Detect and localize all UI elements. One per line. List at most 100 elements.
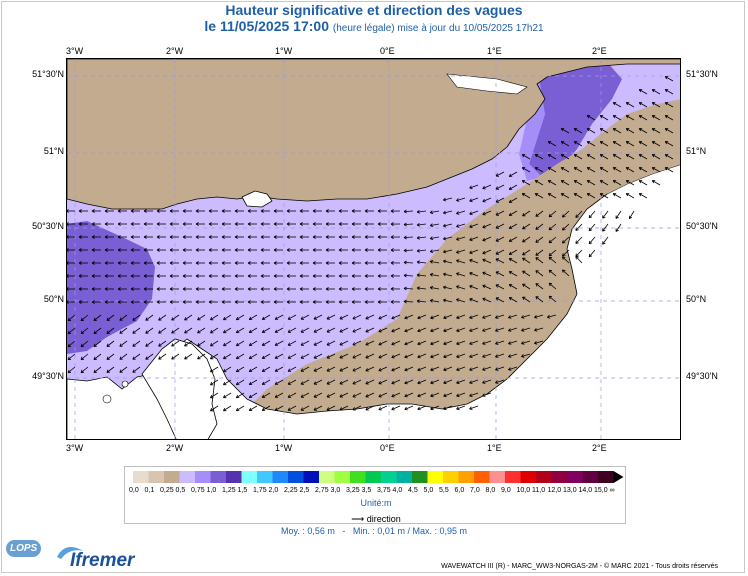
direction-arrow — [417, 392, 427, 397]
direction-arrowhead — [588, 253, 593, 258]
direction-arrowhead — [208, 287, 212, 291]
direction-arrow — [613, 128, 622, 134]
direction-arrowhead — [456, 285, 460, 289]
direction-arrowhead — [248, 407, 253, 411]
direction-arrow — [443, 223, 453, 227]
direction-arrowhead — [521, 167, 526, 171]
direction-arrowhead — [521, 193, 526, 197]
direction-arrowhead — [313, 381, 318, 385]
direction-arrow — [600, 115, 609, 121]
direction-arrow — [613, 141, 622, 147]
direction-arrow — [456, 340, 466, 345]
direction-arrowhead — [145, 317, 149, 321]
direction-arrowhead — [377, 222, 381, 226]
direction-arrowhead — [599, 193, 604, 197]
direction-arrow — [326, 392, 336, 398]
direction-arrow — [652, 154, 661, 160]
direction-arrowhead — [416, 235, 420, 240]
direction-arrowhead — [67, 356, 72, 361]
direction-arrowhead — [612, 167, 617, 171]
color-scale-label: 2,25 — [284, 487, 298, 494]
direction-arrow — [587, 193, 596, 199]
direction-arrowhead — [287, 394, 292, 398]
direction-arrowhead — [482, 315, 486, 319]
channel-island-alderney — [121, 380, 129, 388]
direction-arrow — [417, 314, 427, 319]
direction-arrowhead — [299, 287, 303, 291]
direction-arrowhead — [312, 235, 316, 239]
direction-arrow — [535, 283, 544, 290]
direction-arrow — [93, 366, 102, 373]
direction-arrow — [274, 340, 284, 346]
direction-arrowhead — [299, 261, 303, 265]
direction-arrowhead — [547, 193, 552, 197]
direction-arrowhead — [548, 256, 553, 261]
direction-arrow — [352, 327, 362, 333]
direction-arrowhead — [117, 261, 121, 265]
direction-arrowhead — [184, 317, 188, 321]
direction-arrowhead — [130, 300, 134, 304]
direction-arrowhead — [248, 381, 253, 385]
direction-arrow — [652, 89, 661, 95]
direction-arrow — [587, 128, 596, 134]
direction-arrowhead — [522, 283, 526, 287]
direction-arrowhead — [300, 407, 305, 411]
direction-arrowhead — [390, 287, 394, 291]
direction-arrowhead — [67, 235, 69, 239]
direction-arrow — [145, 327, 154, 334]
direction-arrowhead — [260, 274, 264, 278]
direction-arrowhead — [548, 226, 553, 231]
direction-arrow — [313, 340, 323, 346]
direction-arrowhead — [325, 287, 329, 291]
direction-arrowhead — [91, 222, 95, 226]
direction-arrow — [639, 89, 648, 95]
direction-arrowhead — [234, 209, 238, 213]
direction-arrowhead — [234, 248, 238, 252]
direction-arrow — [391, 353, 401, 358]
direction-arrow — [210, 314, 219, 321]
direction-arrowhead — [586, 141, 591, 145]
direction-arrowhead — [443, 197, 447, 202]
color-swatch — [241, 471, 257, 483]
direction-arrowhead — [248, 329, 253, 333]
direction-arrow — [326, 405, 336, 411]
direction-arrowhead — [664, 167, 669, 171]
footer-credits: WAVEWATCH III (R) - MARC_WW3-NORGAS-2M -… — [441, 563, 718, 570]
direction-arrow — [378, 353, 388, 359]
direction-arrow — [223, 340, 232, 347]
direction-arrowhead — [456, 211, 460, 215]
color-scale-label: 1,0 — [206, 487, 217, 494]
direction-arrow — [535, 193, 544, 199]
direction-arrow — [535, 270, 544, 277]
direction-arrowhead — [378, 380, 382, 385]
direction-arrowhead — [469, 315, 473, 319]
direction-arrowhead — [417, 341, 421, 346]
direction-arrowhead — [247, 235, 251, 239]
direction-arrowhead — [221, 209, 225, 213]
direction-arrowhead — [312, 261, 316, 265]
direction-arrowhead — [575, 256, 579, 260]
direction-arrow — [469, 249, 479, 254]
direction-arrowhead — [326, 368, 330, 372]
direction-arrow — [600, 128, 609, 134]
direction-arrowhead — [508, 354, 512, 358]
direction-arrow — [430, 287, 440, 290]
direction-arrow — [339, 353, 349, 359]
direction-arrow — [403, 210, 414, 212]
direction-arrowhead — [615, 215, 619, 219]
direction-arrow — [482, 366, 492, 371]
direction-arrowhead — [326, 329, 330, 333]
direction-arrow — [417, 274, 427, 277]
direction-arrowhead — [534, 180, 539, 184]
direction-arrowhead — [456, 328, 460, 333]
direction-arrow — [80, 353, 89, 361]
direction-arrowhead — [274, 342, 279, 346]
direction-arrow — [600, 154, 609, 160]
direction-arrowhead — [156, 209, 160, 213]
direction-arrow — [248, 366, 258, 372]
direction-arrowhead — [625, 102, 630, 106]
direction-arrowhead — [508, 225, 513, 229]
direction-arrowhead — [261, 355, 266, 359]
direction-arrow — [339, 327, 349, 333]
direction-arrowhead — [456, 367, 460, 372]
